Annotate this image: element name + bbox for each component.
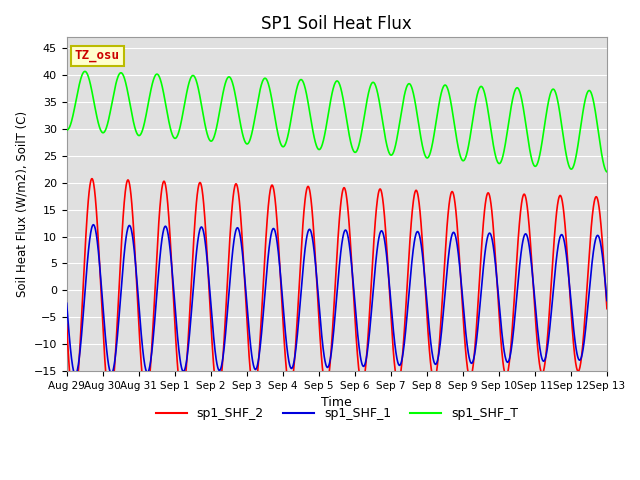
Y-axis label: Soil Heat Flux (W/m2), SoilT (C): Soil Heat Flux (W/m2), SoilT (C) [15,111,28,297]
Text: TZ_osu: TZ_osu [75,49,120,62]
Title: SP1 Soil Heat Flux: SP1 Soil Heat Flux [261,15,412,33]
X-axis label: Time: Time [321,396,352,409]
Legend: sp1_SHF_2, sp1_SHF_1, sp1_SHF_T: sp1_SHF_2, sp1_SHF_1, sp1_SHF_T [150,402,523,425]
